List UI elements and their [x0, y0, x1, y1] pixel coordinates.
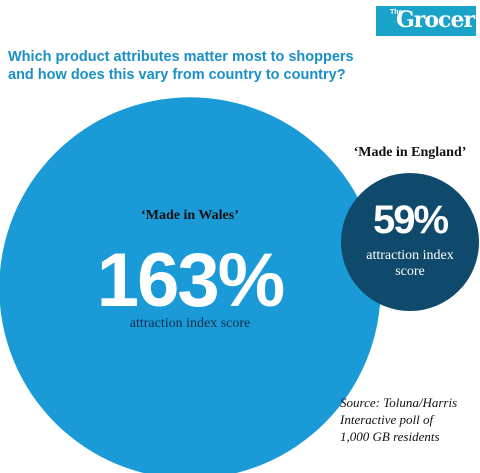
source-line: Interactive poll of: [340, 412, 434, 427]
bubble-value-label: 163%: [96, 238, 285, 323]
logo-name: Grocer: [396, 7, 475, 33]
source-line: 1,000 GB residents: [340, 429, 440, 444]
logo: The Grocer: [376, 6, 476, 36]
bubble-sublabel: attraction index score: [366, 248, 454, 279]
source-line: Source: Toluna/Harris: [340, 395, 458, 410]
bubble: [0, 97, 381, 473]
source: Source: Toluna/Harris Interactive poll of…: [340, 394, 480, 445]
bubble-category: ‘Made in England’: [353, 144, 467, 160]
bubble: [340, 172, 480, 312]
bubble-sublabel: attraction index score: [129, 316, 251, 331]
logo-small: The: [390, 9, 403, 16]
chart-title: Which product attributes matter most to …: [8, 49, 354, 83]
bubble-value-label: 59%: [372, 198, 449, 242]
bubble-category: ‘Made in Wales’: [141, 208, 239, 223]
